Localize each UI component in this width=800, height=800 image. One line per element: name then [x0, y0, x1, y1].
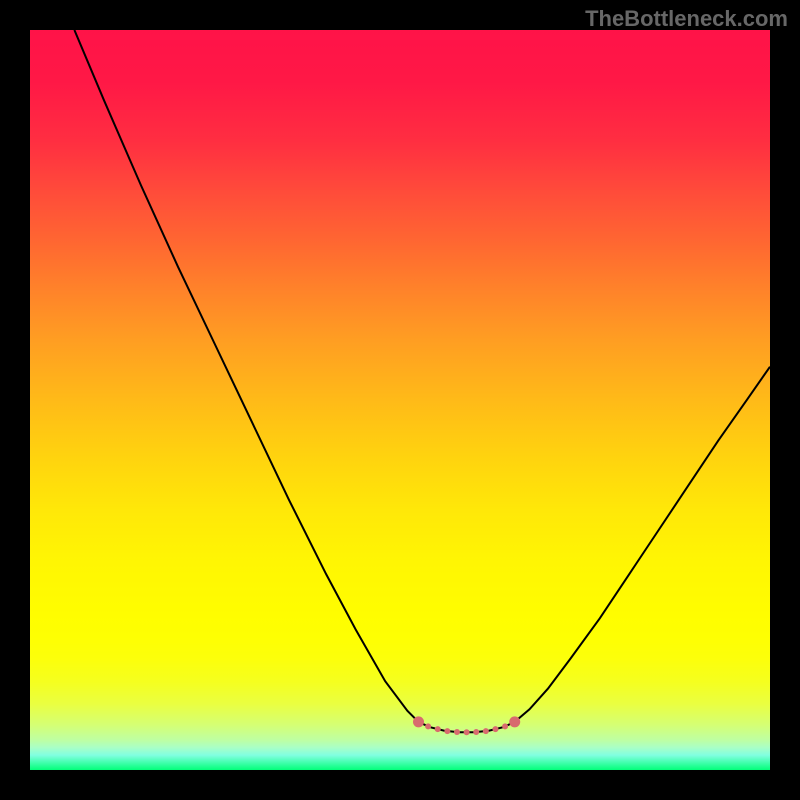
chart-container: TheBottleneck.com [0, 0, 800, 800]
plot-area [30, 30, 770, 770]
bottom-marker [413, 716, 520, 735]
watermark-text: TheBottleneck.com [585, 6, 788, 32]
v-curve [74, 30, 770, 732]
curve-layer [30, 30, 770, 770]
